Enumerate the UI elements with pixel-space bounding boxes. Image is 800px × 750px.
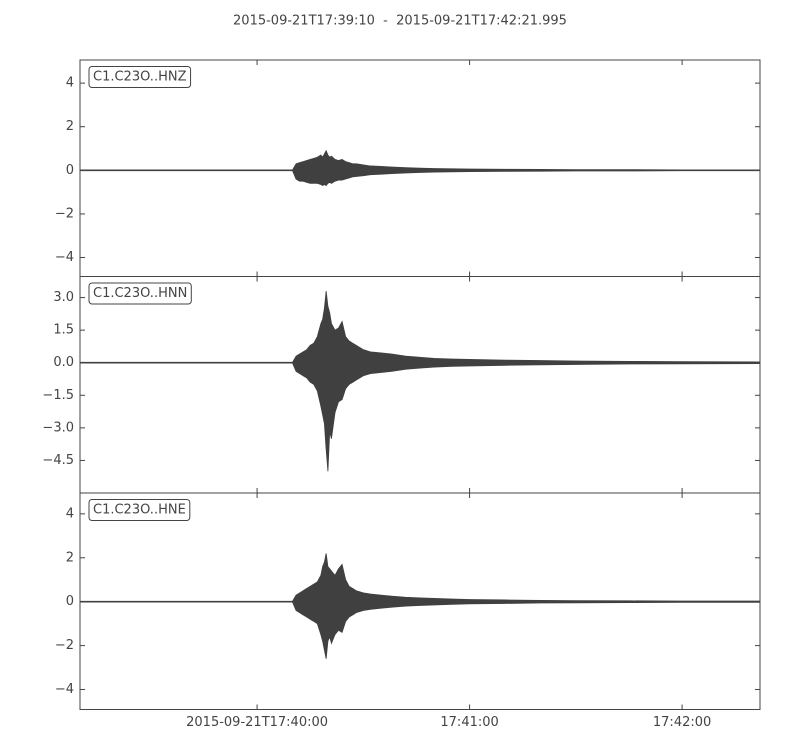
trace-label-box <box>88 282 192 305</box>
waveform-upper <box>79 553 761 603</box>
waveform-upper <box>79 291 761 364</box>
chart-title: 2015-09-21T17:39:10 - 2015-09-21T17:42:2… <box>233 14 567 29</box>
trace-label: C1.C23O..HNZ <box>93 70 187 85</box>
y-tick-label: −4.5 <box>42 453 74 468</box>
y-tick-label: −1.5 <box>42 388 74 403</box>
trace-label-box <box>88 66 192 88</box>
waveform-upper <box>79 149 761 171</box>
waveform-lower <box>79 601 761 659</box>
trace-label: C1.C23O..HNE <box>93 503 186 518</box>
y-tick-label: 2 <box>66 550 74 565</box>
trace-label: C1.C23O..HNN <box>93 286 187 301</box>
panel-frame <box>79 276 761 494</box>
y-tick-label: 4 <box>66 76 74 91</box>
waveform-lower <box>79 362 761 472</box>
panel-frame <box>79 492 761 710</box>
x-tick-label: 17:42:00 <box>653 715 711 730</box>
x-tick-label: 17:41:00 <box>440 715 498 730</box>
y-tick-label: 1.5 <box>53 323 74 338</box>
y-tick-label: −4 <box>55 250 74 265</box>
y-tick-label: 2 <box>66 119 74 134</box>
y-tick-label: −2 <box>55 638 74 653</box>
y-tick-label: 0.0 <box>53 355 74 370</box>
y-tick-label: 0 <box>66 594 74 609</box>
trace-label-box <box>88 499 191 521</box>
y-tick-label: 0 <box>66 163 74 178</box>
waveform-lower <box>79 169 761 187</box>
x-tick-label: 2015-09-21T17:40:00 <box>186 715 328 730</box>
y-tick-label: 4 <box>66 506 74 521</box>
y-tick-label: 3.0 <box>53 290 74 305</box>
y-tick-label: −3.0 <box>42 420 74 435</box>
y-tick-label: −4 <box>55 682 74 697</box>
y-tick-label: −2 <box>55 206 74 221</box>
